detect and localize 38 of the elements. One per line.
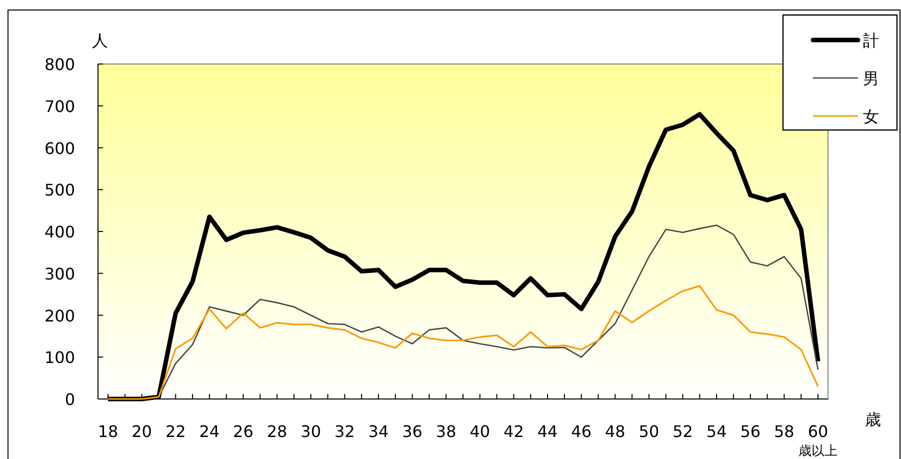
x-tick-label: 34 <box>368 422 389 441</box>
x-tick-label: 44 <box>537 422 558 441</box>
y-tick-label: 300 <box>44 264 75 284</box>
x-tick-label: 32 <box>334 422 355 441</box>
y-tick-label: 600 <box>44 138 75 158</box>
legend-label: 男 <box>863 69 879 88</box>
legend-label: 計 <box>863 31 879 50</box>
x-tick-label: 22 <box>165 422 186 441</box>
x-tick-label: 18 <box>98 422 118 441</box>
y-tick-label: 500 <box>44 180 75 200</box>
y-tick-label: 100 <box>44 348 75 368</box>
y-tick-label: 700 <box>44 96 75 116</box>
x-tick-label: 56 <box>740 422 761 441</box>
x-tick-label: 46 <box>571 422 592 441</box>
x-tick-label: 50 <box>638 422 660 441</box>
x-tick-label: 24 <box>199 422 220 441</box>
x-tick-label: 26 <box>233 422 254 441</box>
legend-label: 女 <box>863 107 879 126</box>
x-tick-label: 48 <box>604 422 626 441</box>
y-tick-label: 800 <box>44 55 75 74</box>
x-tick-label: 30 <box>300 422 322 441</box>
y-tick-label: 0 <box>64 390 75 409</box>
x-tick-label: 38 <box>436 422 456 441</box>
x-tick-label: 28 <box>266 422 288 441</box>
x-axis-title: 歳 <box>865 410 881 429</box>
line-series <box>107 285 819 400</box>
x-tick-label: 42 <box>504 422 524 441</box>
x-tick-label: 60 <box>808 422 828 441</box>
x-tick-label: 36 <box>402 422 422 441</box>
x-tick-label: 40 <box>470 422 490 441</box>
text: 歳以上 <box>798 444 838 459</box>
x-tick-label: 52 <box>672 422 693 441</box>
y-tick-label: 200 <box>44 306 75 326</box>
y-axis-title: 人 <box>92 31 108 50</box>
x-tick-label: 58 <box>774 422 794 441</box>
x-tick-label: 54 <box>706 422 727 441</box>
y-tick-label: 400 <box>44 222 75 242</box>
x-tick-label: 20 <box>132 422 152 441</box>
